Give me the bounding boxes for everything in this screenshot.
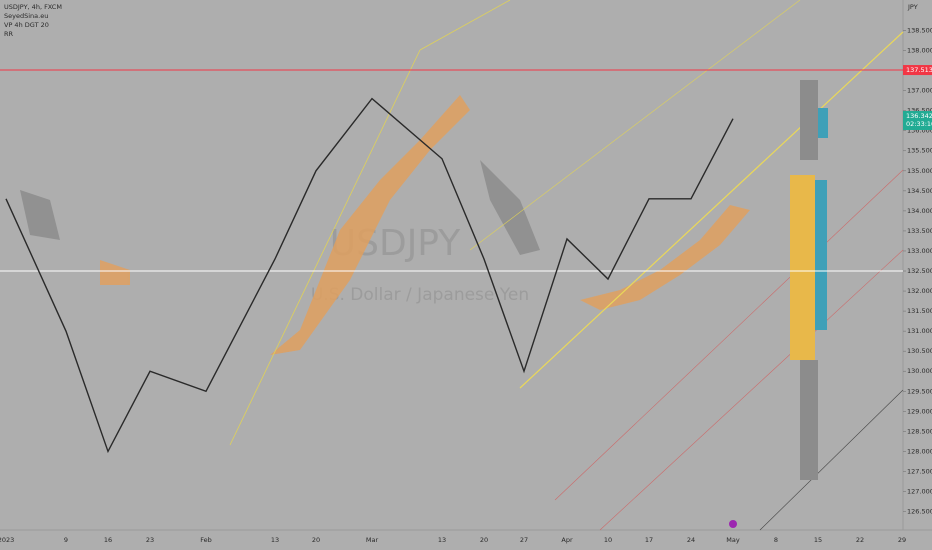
y-tick-label: 138.500 xyxy=(907,26,932,34)
last-price-label: 136.342 xyxy=(906,112,932,120)
x-tick-label: 17 xyxy=(645,536,653,544)
x-tick-label: 20 xyxy=(312,536,320,544)
y-tick-label: 131.500 xyxy=(907,307,932,315)
price-line xyxy=(5,97,734,454)
y-tick-label: 126.500 xyxy=(907,508,932,516)
y-tick-label: 128.500 xyxy=(907,427,932,435)
profile-block xyxy=(818,108,828,138)
y-tick-label: 137.000 xyxy=(907,87,932,95)
x-tick-label: 20 xyxy=(480,536,488,544)
x-tick-label: Apr xyxy=(561,536,573,544)
y-tick-label: 136.500 xyxy=(907,107,932,115)
indicator-label: SeyedSina.eu xyxy=(4,12,48,20)
indicator-label: RR xyxy=(4,30,14,38)
y-tick-label: 136.000 xyxy=(907,127,932,135)
y-tick-label: 135.000 xyxy=(907,167,932,175)
x-tick-label: 29 xyxy=(898,536,906,544)
y-tick-label: 127.000 xyxy=(907,488,932,496)
y-tick-label: 130.000 xyxy=(907,367,932,375)
x-tick-label: Feb xyxy=(200,536,212,544)
y-tick-label: 133.000 xyxy=(907,247,932,255)
x-tick-label: 22 xyxy=(856,536,864,544)
profile-block xyxy=(800,360,818,480)
y-tick-label: 135.500 xyxy=(907,147,932,155)
x-tick-label: May xyxy=(726,536,740,544)
y-tick-label: 132.500 xyxy=(907,267,932,275)
x-tick-label: 10 xyxy=(604,536,612,544)
y-tick-label: 132.000 xyxy=(907,287,932,295)
channel-line xyxy=(229,49,421,446)
x-tick-label: Mar xyxy=(366,536,379,544)
y-tick-label: 128.000 xyxy=(907,447,932,455)
cloud xyxy=(20,190,60,240)
cloud xyxy=(100,260,130,285)
price-tag xyxy=(903,65,932,76)
profile-block xyxy=(790,175,815,360)
volume-profile xyxy=(790,80,828,480)
cloud xyxy=(580,205,750,310)
x-tick-label: 2023 xyxy=(0,536,14,544)
countdown-label: 02:33:10 xyxy=(906,120,932,128)
x-tick-label: 16 xyxy=(104,536,112,544)
y-tick-label: 129.500 xyxy=(907,387,932,395)
channel-line xyxy=(599,249,904,531)
price-tag-label: 137.513 xyxy=(906,66,932,74)
event-icon[interactable] xyxy=(729,520,737,528)
y-tick-label: 134.000 xyxy=(907,207,932,215)
y-tick-label: 127.500 xyxy=(907,467,932,475)
x-tick-label: 13 xyxy=(271,536,279,544)
x-tick-label: 9 xyxy=(64,536,68,544)
y-tick-label: 129.000 xyxy=(907,407,932,415)
y-tick-label: 130.500 xyxy=(907,347,932,355)
x-tick-label: 8 xyxy=(774,536,778,544)
x-tick-label: 24 xyxy=(687,536,695,544)
x-tick-label: 15 xyxy=(814,536,822,544)
currency: JPY xyxy=(907,3,918,11)
cloud xyxy=(270,95,470,355)
channel-line xyxy=(519,31,904,389)
decorations xyxy=(20,0,904,531)
x-tick-label: 23 xyxy=(146,536,154,544)
profile-block xyxy=(800,80,818,160)
last-price-tag xyxy=(903,110,932,130)
indicator-label: VP 4h DGT 20 xyxy=(4,21,49,29)
y-tick-label: 133.500 xyxy=(907,227,932,235)
channel-line xyxy=(419,0,511,51)
channel-line xyxy=(469,0,801,251)
y-tick-label: 134.500 xyxy=(907,187,932,195)
plot: 126.500 127.000 127.500 128.000 128.500 129.0… xyxy=(0,26,932,544)
cloud xyxy=(480,160,540,255)
profile-block xyxy=(815,180,827,330)
channel-line xyxy=(554,169,904,501)
y-tick-label: 138.000 xyxy=(907,47,932,55)
watermark-description: U.S. Dollar / Japanese Yen xyxy=(311,285,529,305)
channel-line xyxy=(759,389,904,531)
y-tick-label: 131.000 xyxy=(907,327,932,335)
symbol-title: USDJPY, 4h, FXCM xyxy=(4,3,62,11)
x-tick-label: 13 xyxy=(438,536,446,544)
x-tick-label: 27 xyxy=(520,536,528,544)
